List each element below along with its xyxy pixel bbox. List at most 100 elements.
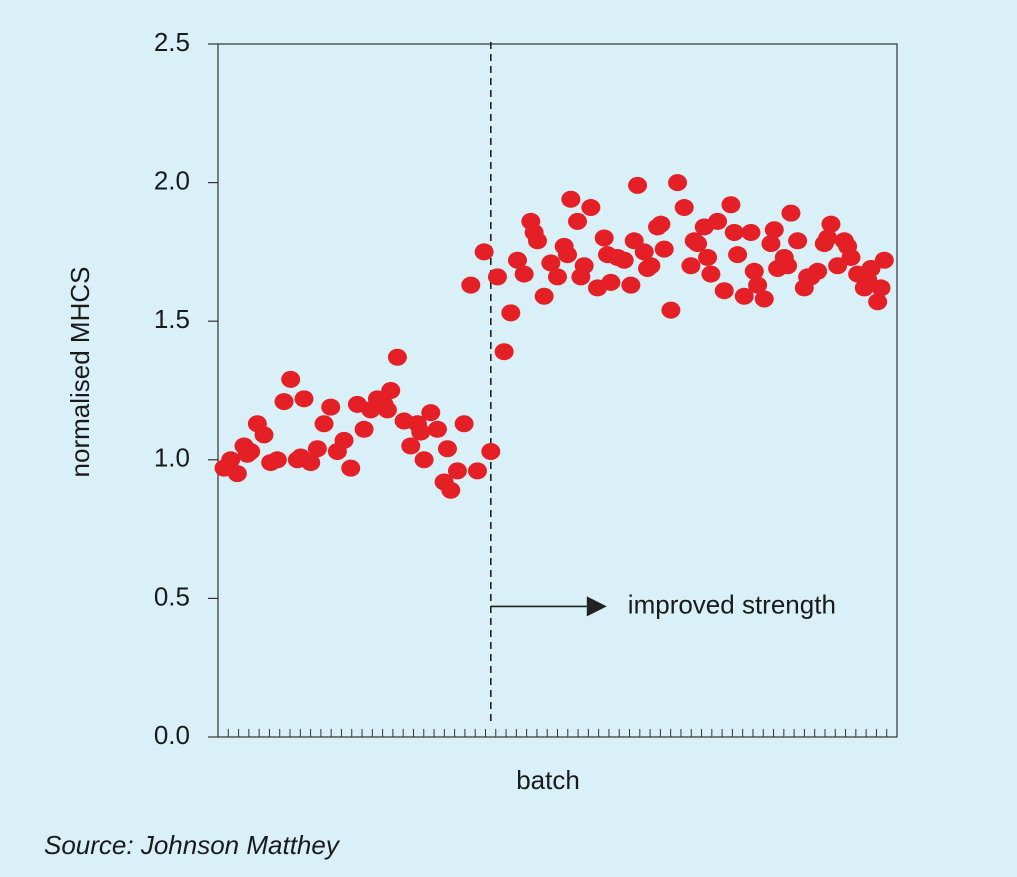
data-point xyxy=(581,199,601,217)
data-point xyxy=(821,215,841,233)
data-point xyxy=(321,398,341,416)
scatter-chart: 0.0 0.5 1.0 1.5 2.0 2.5 improved strength bat… xyxy=(65,27,898,795)
data-point xyxy=(698,248,718,266)
data-point xyxy=(237,445,257,463)
data-point xyxy=(744,262,764,280)
y-tick-label: 2.5 xyxy=(154,27,190,57)
data-point xyxy=(387,348,407,366)
data-point xyxy=(828,257,848,275)
data-point xyxy=(781,204,801,222)
data-point xyxy=(401,437,421,455)
data-point xyxy=(601,273,621,291)
data-point xyxy=(454,415,474,433)
data-point xyxy=(778,257,798,275)
data-point xyxy=(798,268,818,286)
y-tick-label: 1.0 xyxy=(154,443,190,473)
data-point xyxy=(524,223,544,241)
data-point xyxy=(668,174,688,192)
data-point xyxy=(708,212,728,230)
data-point xyxy=(541,254,561,272)
annotation-label: improved strength xyxy=(628,589,836,619)
x-axis-label: batch xyxy=(516,765,580,795)
y-axis-ticks: 0.0 0.5 1.0 1.5 2.0 2.5 xyxy=(154,27,218,750)
data-point xyxy=(741,223,761,241)
data-point xyxy=(621,276,641,294)
data-point xyxy=(838,237,858,255)
data-point xyxy=(788,232,808,250)
data-point xyxy=(427,420,447,438)
data-point xyxy=(481,442,501,460)
data-point xyxy=(507,251,527,269)
data-point xyxy=(674,199,694,217)
data-point xyxy=(571,268,591,286)
x-axis-minor-ticks xyxy=(217,729,898,737)
data-point xyxy=(437,440,457,458)
data-point xyxy=(874,251,894,269)
data-point xyxy=(334,431,354,449)
data-point xyxy=(721,196,741,214)
data-point xyxy=(474,243,494,261)
data-point xyxy=(501,304,521,322)
data-point xyxy=(614,251,634,269)
data-point xyxy=(291,448,311,466)
data-point xyxy=(487,268,507,286)
data-point xyxy=(701,265,721,283)
data-point xyxy=(441,481,461,499)
data-point xyxy=(628,176,648,194)
data-point xyxy=(598,246,618,264)
data-point xyxy=(354,420,374,438)
data-point xyxy=(548,268,567,286)
data-point xyxy=(421,404,441,422)
data-point xyxy=(274,393,294,411)
data-point xyxy=(764,221,784,239)
data-point xyxy=(411,423,431,441)
data-point xyxy=(748,276,768,294)
y-axis-label: normalised MHCS xyxy=(65,267,95,478)
data-point xyxy=(307,440,327,458)
data-point xyxy=(651,215,671,233)
data-point xyxy=(294,390,314,408)
data-point xyxy=(568,212,588,230)
data-point xyxy=(624,232,644,250)
annotation-arrowhead xyxy=(586,596,607,617)
y-tick-label: 1.5 xyxy=(154,304,190,334)
data-point xyxy=(724,223,744,241)
data-point xyxy=(281,370,301,388)
data-point xyxy=(221,451,241,469)
data-point xyxy=(447,462,467,480)
data-points xyxy=(214,174,894,499)
data-point xyxy=(561,190,581,208)
data-point xyxy=(868,293,888,311)
data-point xyxy=(267,451,287,469)
data-point xyxy=(654,240,674,258)
y-tick-label: 0.0 xyxy=(154,720,190,750)
data-point xyxy=(461,276,481,294)
data-point xyxy=(858,271,878,289)
data-point xyxy=(314,415,334,433)
y-tick-label: 0.5 xyxy=(154,581,190,611)
data-point xyxy=(761,235,781,253)
data-point xyxy=(684,232,704,250)
data-point xyxy=(558,246,578,264)
data-point xyxy=(414,451,434,469)
data-point xyxy=(514,265,534,283)
data-point xyxy=(381,382,401,399)
data-point xyxy=(377,401,397,419)
data-point xyxy=(661,301,681,319)
data-point xyxy=(494,343,514,361)
data-point xyxy=(638,260,658,278)
data-point xyxy=(341,459,361,477)
data-point xyxy=(754,290,774,308)
data-point xyxy=(227,465,247,483)
data-point xyxy=(728,246,748,264)
data-point xyxy=(714,282,734,300)
y-tick-label: 2.0 xyxy=(154,165,190,195)
data-point xyxy=(818,229,838,247)
data-point xyxy=(594,229,614,247)
data-point xyxy=(734,287,754,305)
source-note: Source: Johnson Matthey xyxy=(44,830,339,860)
data-point xyxy=(681,257,701,275)
plot-area xyxy=(217,43,898,738)
data-point xyxy=(534,287,554,305)
